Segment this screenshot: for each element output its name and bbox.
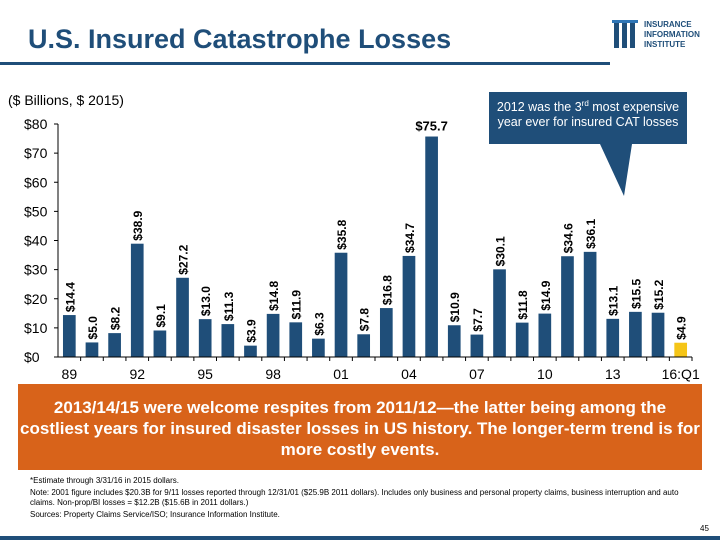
bar (198, 319, 212, 357)
data-label: $6.3 (312, 312, 326, 336)
x-tick-label: 10 (537, 366, 553, 382)
data-label: $3.9 (244, 319, 258, 343)
footnote-note: Note: 2001 figure includes $20.3B for 9/… (30, 488, 679, 507)
bar (606, 318, 620, 357)
data-label: $8.2 (109, 306, 123, 330)
data-label: $16.8 (380, 275, 394, 305)
data-label: $11.3 (222, 291, 236, 321)
y-tick-label: $80 (24, 116, 48, 132)
bar (470, 334, 484, 357)
data-label: $4.9 (675, 316, 689, 340)
bar (312, 338, 325, 357)
bar (221, 324, 235, 357)
title-divider (0, 62, 610, 65)
data-label: $10.9 (448, 292, 462, 322)
data-label: $7.8 (358, 308, 372, 332)
iii-logo-icon (612, 20, 638, 48)
footnote-estimate: *Estimate through 3/31/16 in 2015 dollar… (30, 476, 179, 485)
bar (289, 322, 303, 357)
bar (538, 313, 552, 357)
summary-banner: 2013/14/15 were welcome respites from 20… (18, 384, 702, 470)
data-label: $27.2 (177, 244, 191, 274)
y-axis: $0 $10 $20 $30 $40 $50 $60 $70 $80 (24, 116, 59, 365)
bar (153, 330, 167, 357)
bar (379, 308, 393, 357)
data-label: $34.7 (403, 223, 417, 253)
bar (108, 333, 121, 357)
page-number: 45 (700, 524, 709, 533)
bar (674, 342, 688, 357)
x-tick-label: 92 (129, 366, 145, 382)
bar (651, 312, 665, 357)
x-tick-label: 89 (62, 366, 78, 382)
data-label: $9.1 (154, 304, 168, 328)
bar (425, 136, 438, 357)
bar (447, 325, 461, 357)
y-tick-label: $30 (24, 262, 48, 278)
y-tick-label: $10 (24, 320, 48, 336)
bar (62, 315, 76, 357)
x-tick-label: 95 (197, 366, 213, 382)
logo-wordmark: INSURANCE INFORMATION INSTITUTE (644, 20, 700, 49)
page-title: U.S. Insured Catastrophe Losses (28, 24, 452, 54)
data-label: $13.0 (199, 286, 213, 316)
bar (629, 311, 642, 357)
x-tick-label: 98 (265, 366, 281, 382)
data-label: $13.1 (607, 285, 621, 315)
bar (493, 269, 506, 357)
bar (130, 243, 144, 357)
bar (583, 251, 597, 357)
bar (244, 345, 257, 357)
y-tick-label: $20 (24, 291, 48, 307)
callout-box: 2012 was the 3rd most expensive year eve… (489, 92, 687, 144)
bar (334, 252, 348, 357)
data-label: $11.8 (516, 290, 530, 320)
x-tick-label: 04 (401, 366, 417, 382)
y-tick-label: $0 (24, 349, 40, 365)
bar-series: $14.4 $5.0 $8.2 $38.9 $9.1 $27.2 $13.0 $11.3 $3.… (62, 119, 689, 357)
x-tick-label: 07 (469, 366, 485, 382)
data-label: $11.9 (290, 290, 304, 320)
bar (266, 313, 280, 357)
bar (176, 277, 189, 357)
data-label: $14.8 (267, 281, 281, 311)
data-label: $5.0 (86, 316, 100, 340)
bar (515, 322, 529, 357)
iii-logo: INSURANCE INFORMATION INSTITUTE (612, 16, 712, 60)
data-label: $34.6 (561, 223, 575, 253)
data-label: $14.9 (539, 280, 553, 310)
bar (402, 255, 416, 357)
x-tick-label: 01 (333, 366, 349, 382)
data-label: $15.5 (629, 279, 643, 309)
data-label: $14.4 (63, 282, 77, 312)
bar (85, 342, 99, 357)
bar (561, 256, 574, 357)
y-tick-label: $70 (24, 145, 48, 161)
chart-subtitle: ($ Billions, $ 2015) (8, 92, 124, 108)
data-label: $38.9 (131, 210, 145, 240)
footnote-sources: Sources: Property Claims Service/ISO; In… (30, 510, 280, 519)
x-tick-label: 13 (605, 366, 621, 382)
x-tick-label: 16:Q1 (662, 366, 700, 382)
data-label: $75.7 (415, 119, 448, 134)
data-label: $36.1 (584, 219, 598, 249)
data-label: $15.2 (652, 279, 666, 309)
y-tick-label: $40 (24, 233, 48, 249)
callout-pointer (600, 144, 632, 196)
y-tick-label: $50 (24, 203, 48, 219)
data-label: $35.8 (335, 219, 349, 249)
footnotes: *Estimate through 3/31/16 in 2015 dollar… (30, 476, 690, 522)
data-label: $7.7 (471, 308, 485, 332)
bar-chart: $0 $10 $20 $30 $40 $50 $60 $70 $80 $14.4 $5.0 $8.2… (24, 116, 700, 382)
y-tick-label: $60 (24, 174, 48, 190)
x-axis: 89 92 95 98 01 04 07 10 13 16:Q1 (58, 356, 700, 382)
bottom-divider (0, 536, 720, 540)
data-label: $30.1 (494, 236, 508, 266)
bar (357, 334, 371, 357)
